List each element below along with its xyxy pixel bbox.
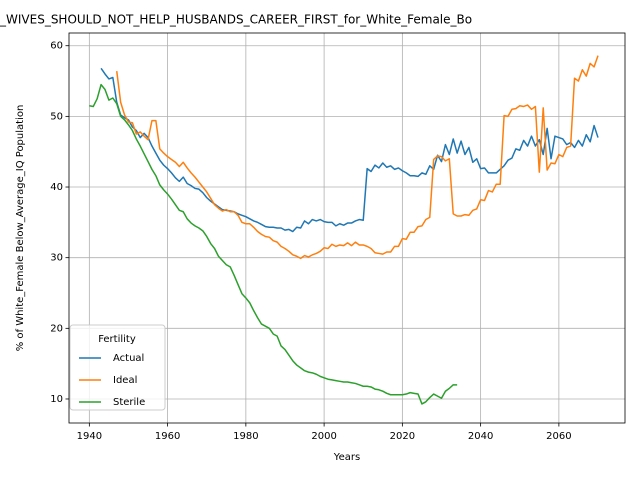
- x-tick-label: 1980: [233, 431, 258, 442]
- legend-label: Actual: [113, 353, 144, 364]
- x-tick-label: 2040: [468, 431, 493, 442]
- series-line: [89, 83, 458, 405]
- series-line: [100, 67, 599, 233]
- y-tick-label: 10: [50, 394, 63, 405]
- legend-box: [69, 324, 166, 411]
- x-tick-label: 2000: [311, 431, 336, 442]
- series-line: [115, 55, 599, 260]
- x-tick-label: 1960: [155, 431, 180, 442]
- legend-title: Fertility: [98, 334, 136, 345]
- x-axis-label: Years: [333, 452, 360, 463]
- axes-frame: [68, 32, 626, 424]
- legend-label: Ideal: [113, 375, 137, 386]
- y-tick-label: 30: [50, 253, 63, 264]
- y-axis-label: % of White_Female Below_Average_IQ Popul…: [15, 105, 26, 352]
- x-tick-label: 2060: [546, 431, 571, 442]
- plot-lines: [89, 55, 599, 405]
- legend-label: Sterile: [113, 397, 145, 408]
- y-tick-label: 20: [50, 323, 63, 334]
- legend: Fertility Actual Ideal Sterile: [69, 324, 166, 411]
- y-tick-label: 60: [50, 41, 63, 52]
- x-tick-label: 2020: [390, 431, 415, 442]
- y-tick-label: 50: [50, 111, 63, 122]
- y-tick-label: 40: [50, 182, 63, 193]
- chart-title: _WIVES_SHOULD_NOT_HELP_HUSBANDS_CAREER_F…: [0, 13, 472, 27]
- x-tick-label: 1940: [77, 431, 102, 442]
